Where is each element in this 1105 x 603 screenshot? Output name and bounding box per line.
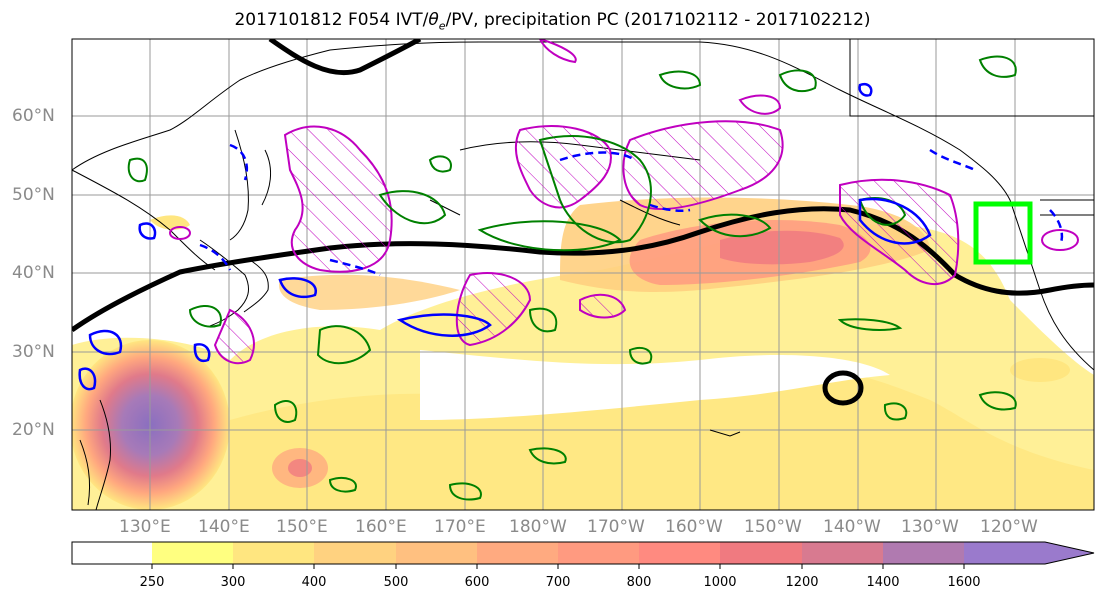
lon-label-130e: 130°E: [119, 517, 171, 537]
colorbar-label-300: 300: [220, 575, 246, 590]
colorbar-segment-10: [883, 542, 964, 564]
colorbar-label-500: 500: [383, 575, 409, 590]
colorbar-label-700: 700: [545, 575, 571, 590]
colorbar-label-1200: 1200: [785, 575, 819, 590]
ivt-cyclone-max: [72, 340, 230, 510]
lon-label-150e: 150°E: [276, 517, 328, 537]
theta-e-contours: [72, 39, 1094, 406]
lat-label-60n: 60°N: [12, 106, 55, 126]
colorbar: [71, 541, 1095, 569]
colorbar-segment-3: [314, 542, 396, 564]
colorbar-ticks: [151, 564, 965, 569]
colorbar-label-1400: 1400: [866, 575, 900, 590]
colorbar-segment-5: [477, 542, 558, 564]
precipitation-outlines: [169, 39, 1079, 251]
lon-label-170e: 170°E: [434, 517, 486, 537]
precipitation-regions: [213, 120, 960, 365]
colorbar-label-800: 800: [626, 575, 652, 590]
colorbar-label-600: 600: [464, 575, 490, 590]
lon-label-170w: 170°W: [587, 517, 645, 537]
colorbar-segment-2: [233, 542, 314, 564]
lon-label-120w: 120°W: [980, 517, 1038, 537]
colorbar-label-1600: 1600: [947, 575, 981, 590]
lon-label-160e: 160°E: [355, 517, 407, 537]
lat-label-20n: 20°N: [12, 420, 55, 440]
pv-negative-contours: [78, 83, 932, 391]
lat-label-30n: 30°N: [12, 342, 55, 362]
colorbar-segment-0: [72, 542, 152, 564]
target-region-box: [973, 201, 1033, 265]
colorbar-segment-1: [152, 542, 233, 564]
colorbar-segment-7: [639, 542, 720, 564]
lon-label-140w: 140°W: [823, 517, 881, 537]
colorbar-segment-8: [720, 542, 802, 564]
colorbar-extend-arrow: [964, 542, 1094, 564]
lon-label-150w: 150°W: [744, 517, 802, 537]
lat-label-40n: 40°N: [12, 263, 55, 283]
lon-label-180w: 180°W: [509, 517, 567, 537]
map-title: 2017101812 F054 IVT/θe/PV, precipitation…: [234, 10, 871, 33]
lon-label-160w: 160°W: [665, 517, 723, 537]
pv-positive-contours: [127, 55, 1017, 501]
colorbar-segment-4: [396, 542, 477, 564]
colorbar-label-400: 400: [301, 575, 327, 590]
colorbar-segment-9: [802, 542, 883, 564]
colorbar-label-1000: 1000: [703, 575, 737, 590]
lat-label-50n: 50°N: [12, 185, 55, 205]
map-frame: [71, 38, 1095, 511]
colorbar-label-250: 250: [139, 575, 165, 590]
colorbar-segment-6: [558, 542, 639, 564]
pv-negative-dashed: [199, 143, 1064, 277]
lon-label-130w: 130°W: [901, 517, 959, 537]
map-content: [72, 39, 1094, 510]
colorbar-outline: [71, 541, 1095, 565]
lon-label-140e: 140°E: [198, 517, 250, 537]
